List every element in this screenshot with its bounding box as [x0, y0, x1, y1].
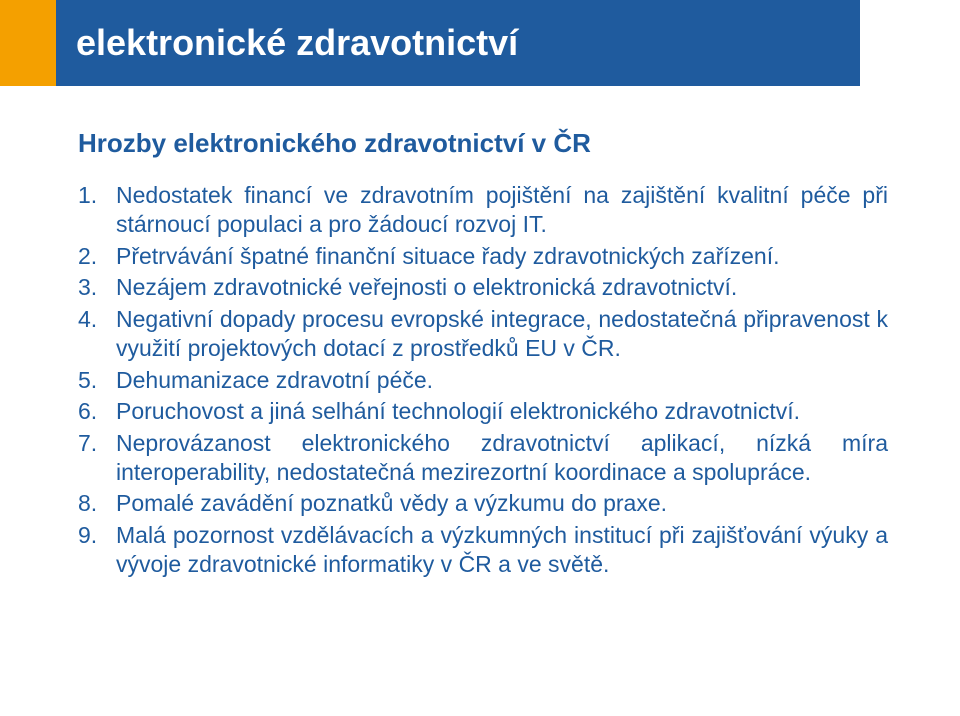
list-item: Přetrvávání špatné finanční situace řady… — [78, 242, 888, 271]
list-item: Nezájem zdravotnické veřejnosti o elektr… — [78, 273, 888, 302]
banner-main: elektronické zdravotnictví — [56, 0, 860, 86]
subtitle: Hrozby elektronického zdravotnictví v ČR — [78, 128, 888, 159]
list-item: Poruchovost a jiná selhání technologií e… — [78, 397, 888, 426]
list-item: Dehumanizace zdravotní péče. — [78, 366, 888, 395]
content-area: Hrozby elektronického zdravotnictví v ČR… — [78, 128, 888, 582]
banner-accent — [0, 0, 56, 86]
list-item: Neprovázanost elektronického zdravotnict… — [78, 429, 888, 488]
list-item: Negativní dopady procesu evropské integr… — [78, 305, 888, 364]
list-item: Malá pozornost vzdělávacích a výzkumných… — [78, 521, 888, 580]
list-item: Nedostatek financí ve zdravotním pojiště… — [78, 181, 888, 240]
header-banner: elektronické zdravotnictví — [0, 0, 860, 86]
threat-list: Nedostatek financí ve zdravotním pojiště… — [78, 181, 888, 580]
page-title: elektronické zdravotnictví — [76, 22, 518, 64]
list-item: Pomalé zavádění poznatků vědy a výzkumu … — [78, 489, 888, 518]
